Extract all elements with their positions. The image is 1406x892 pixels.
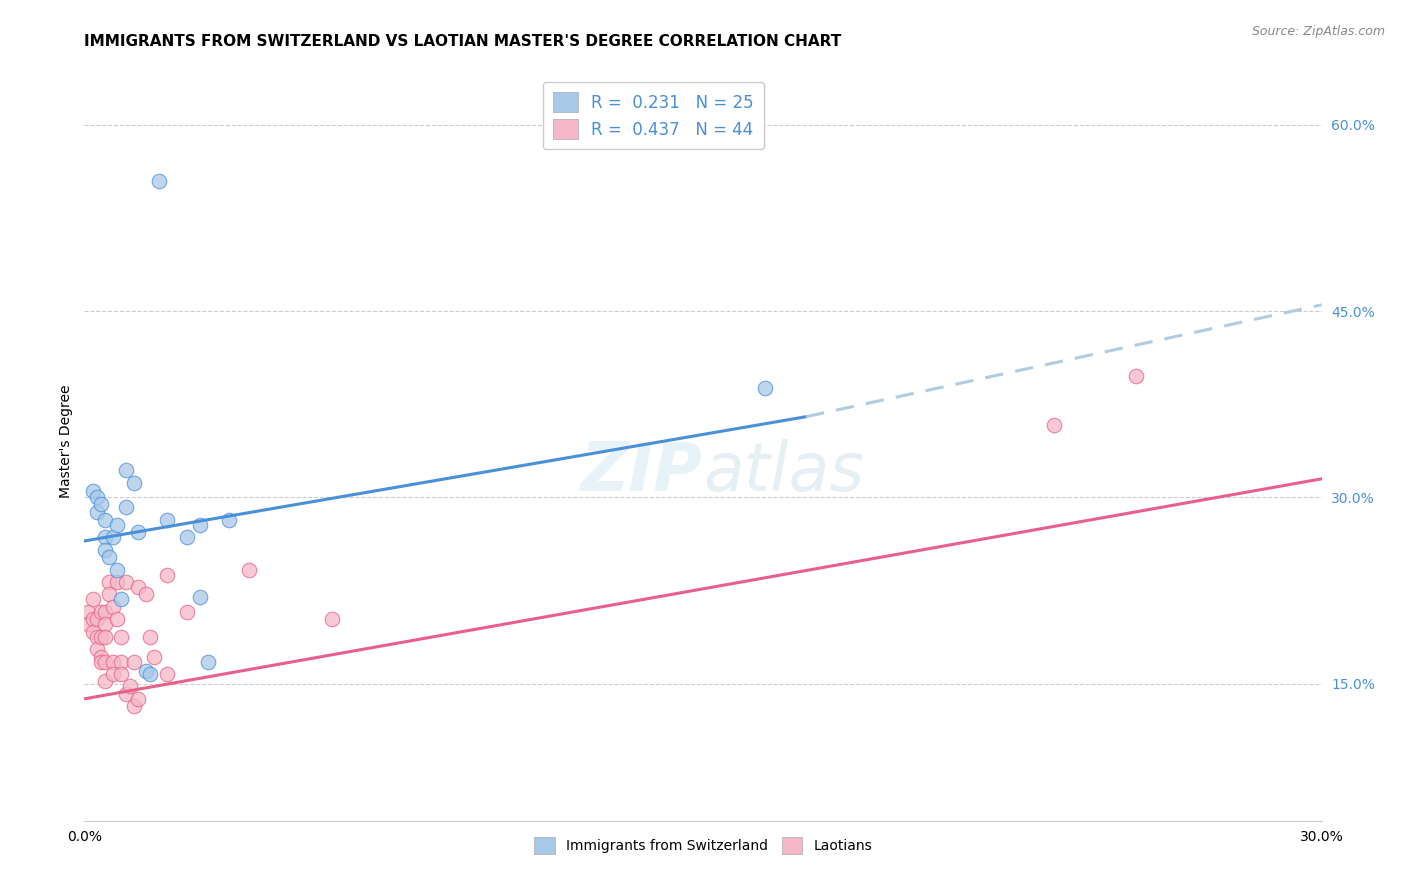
Point (139, 667, 162, 681)
Point (135, 665, 157, 679)
Point (148, 173, 170, 187)
Point (86, 491, 108, 505)
Point (90, 649, 112, 664)
Point (118, 680, 141, 694)
Point (98, 550, 121, 565)
Point (94, 655, 117, 669)
Text: atlas: atlas (703, 439, 865, 505)
Point (156, 513, 179, 527)
Point (156, 667, 179, 681)
Point (94, 542, 117, 557)
Point (754, 381, 776, 395)
Point (94, 513, 117, 527)
Point (86, 630, 108, 644)
Point (122, 699, 145, 714)
Point (105, 517, 128, 532)
Point (103, 530, 125, 544)
Point (86, 612, 108, 626)
Point (94, 674, 117, 689)
Point (188, 517, 211, 532)
Point (105, 563, 128, 577)
Point (90, 497, 112, 511)
Point (197, 655, 219, 669)
Point (103, 599, 125, 614)
Point (188, 590, 211, 604)
Point (82, 592, 104, 607)
Point (86, 642, 108, 657)
Point (90, 655, 112, 669)
Point (98, 587, 121, 601)
Point (110, 667, 132, 681)
Point (86, 505, 108, 519)
Point (94, 530, 117, 544)
Point (135, 587, 157, 601)
Point (94, 630, 117, 644)
Point (82, 612, 104, 626)
Text: ZIP: ZIP (581, 439, 703, 505)
Point (114, 574, 136, 589)
Point (114, 463, 136, 477)
Point (1125, 368, 1147, 383)
Point (218, 513, 240, 527)
Y-axis label: Master's Degree: Master's Degree (59, 384, 73, 499)
Point (321, 612, 343, 626)
Point (90, 630, 112, 644)
Point (238, 563, 260, 577)
Point (105, 574, 128, 589)
Point (122, 475, 145, 490)
Text: IMMIGRANTS FROM SWITZERLAND VS LAOTIAN MASTER'S DEGREE CORRELATION CHART: IMMIGRANTS FROM SWITZERLAND VS LAOTIAN M… (84, 34, 842, 49)
Point (94, 605, 117, 619)
Point (103, 655, 125, 669)
Point (139, 630, 162, 644)
Point (103, 667, 125, 681)
Point (82, 624, 104, 639)
Point (114, 500, 136, 515)
Point (77, 605, 100, 619)
Point (110, 630, 132, 644)
Point (156, 567, 179, 582)
Point (105, 612, 128, 626)
Point (82, 484, 104, 499)
Point (1042, 418, 1064, 433)
Point (98, 574, 121, 589)
Point (94, 617, 117, 632)
Point (176, 605, 198, 619)
Point (143, 649, 166, 664)
Point (176, 530, 198, 544)
Point (110, 592, 132, 607)
Point (127, 580, 149, 594)
Point (114, 687, 136, 701)
Point (127, 691, 149, 706)
Point (90, 605, 112, 619)
Legend: Immigrants from Switzerland, Laotians: Immigrants from Switzerland, Laotians (529, 831, 877, 859)
Point (77, 617, 100, 632)
Point (110, 655, 132, 669)
Point (122, 655, 145, 669)
Text: Source: ZipAtlas.com: Source: ZipAtlas.com (1251, 25, 1385, 38)
Point (127, 525, 149, 540)
